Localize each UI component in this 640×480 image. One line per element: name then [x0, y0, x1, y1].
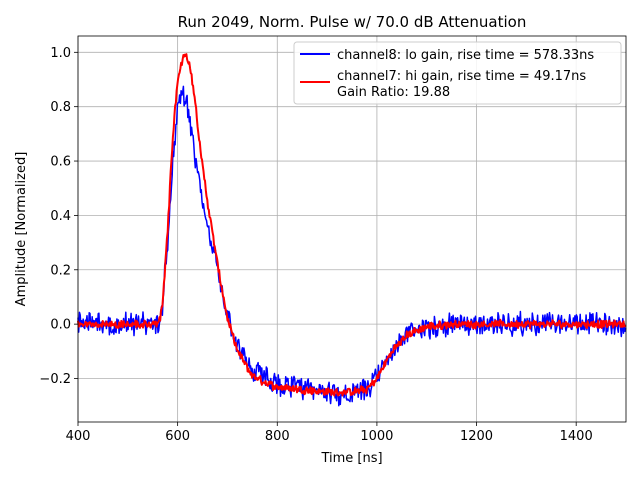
grid: [77, 36, 626, 422]
y-tick-label: 0.8: [50, 100, 71, 115]
legend-box: [293, 41, 622, 105]
x-tick-label: 1400: [560, 429, 593, 444]
y-tick-label: 0.2: [50, 263, 71, 278]
chart-title: Run 2049, Norm. Pulse w/ 70.0 dB Attenua…: [178, 13, 527, 31]
legend-label-channel7: channel7: hi gain, rise time = 49.17ns: [337, 69, 586, 84]
x-axis-title: Time [ns]: [320, 451, 382, 466]
y-tick-label: 0.4: [50, 209, 71, 224]
x-tick-label: 1200: [460, 429, 493, 444]
y-tick-label: 0.6: [50, 155, 71, 170]
y-axis-title: Amplitude [Normalized]: [14, 152, 29, 307]
x-tick-label: 600: [165, 429, 190, 444]
legend: channel8: lo gain, rise time = 578.33ns …: [293, 41, 622, 105]
legend-label-channel8: channel8: lo gain, rise time = 578.33ns: [337, 48, 594, 63]
series-channel7-line: [77, 53, 627, 397]
series-layer: [77, 53, 627, 407]
y-tick-label: 1.0: [50, 46, 71, 61]
y-tick-label: −0.2: [39, 372, 71, 387]
plot-frame: [77, 35, 627, 423]
legend-gain-ratio: Gain Ratio: 19.88: [337, 85, 450, 100]
x-tick-label: 1000: [360, 429, 393, 444]
x-tick-label: 400: [66, 429, 91, 444]
y-tick-label: 0.0: [50, 318, 71, 333]
ticks: 400 600 800 1000 1200 1400 −0.2 0.0 0.2 0.4 0.6 0.8…: [39, 46, 592, 444]
x-tick-label: 800: [265, 429, 290, 444]
